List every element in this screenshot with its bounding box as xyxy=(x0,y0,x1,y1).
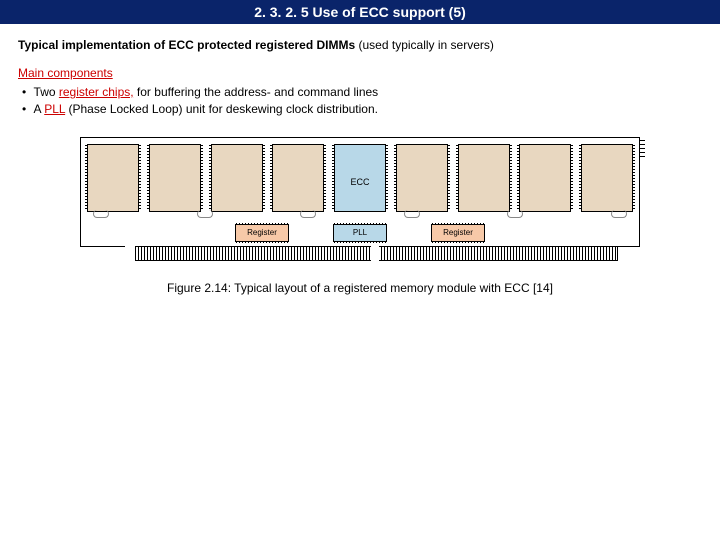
bullet-list: Two register chips, for buffering the ad… xyxy=(18,84,702,119)
chip-row: ECC xyxy=(87,144,633,212)
mounting-notch xyxy=(507,210,523,218)
dram-chip xyxy=(519,144,571,212)
side-pins xyxy=(640,140,645,158)
mounting-notch xyxy=(404,210,420,218)
dram-chip xyxy=(211,144,263,212)
dimm-diagram: ECC Register PLL Register xyxy=(80,137,640,261)
ecc-label: ECC xyxy=(350,177,369,187)
edge-connector xyxy=(80,247,640,261)
pll-chip: PLL xyxy=(333,224,387,242)
subtitle-bold: Typical implementation of ECC protected … xyxy=(18,38,355,52)
subtitle-rest: (used typically in servers) xyxy=(355,38,494,52)
mounting-notch xyxy=(300,210,316,218)
register-row: Register PLL Register xyxy=(81,224,639,242)
dram-chip xyxy=(272,144,324,212)
notch-row xyxy=(81,210,639,218)
slide-title: 2. 3. 2. 5 Use of ECC support (5) xyxy=(254,4,466,20)
register-chip: Register xyxy=(235,224,289,242)
register-chip: Register xyxy=(431,224,485,242)
mounting-notch xyxy=(611,210,627,218)
figure-caption: Figure 2.14: Typical layout of a registe… xyxy=(18,281,702,295)
ecc-chip: ECC xyxy=(334,144,386,212)
mounting-notch xyxy=(93,210,109,218)
components-heading: Main components xyxy=(18,66,702,80)
keyword: PLL xyxy=(44,102,65,116)
dram-chip xyxy=(396,144,448,212)
dram-chip xyxy=(458,144,510,212)
bullet-item: A PLL (Phase Locked Loop) unit for deske… xyxy=(34,101,702,118)
bullet-item: Two register chips, for buffering the ad… xyxy=(34,84,702,101)
slide-body: Typical implementation of ECC protected … xyxy=(0,24,720,295)
slide-title-bar: 2. 3. 2. 5 Use of ECC support (5) xyxy=(0,0,720,24)
mounting-notch xyxy=(197,210,213,218)
subtitle: Typical implementation of ECC protected … xyxy=(18,38,702,52)
dram-chip xyxy=(149,144,201,212)
dram-chip xyxy=(87,144,139,212)
keyword: register chips, xyxy=(59,85,134,99)
dimm-board: ECC Register PLL Register xyxy=(80,137,640,247)
dram-chip xyxy=(581,144,633,212)
